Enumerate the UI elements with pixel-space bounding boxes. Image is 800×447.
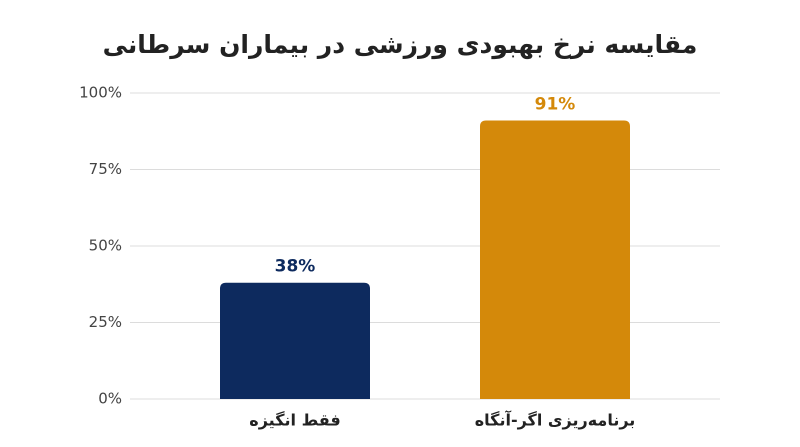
y-tick-label: 0% <box>98 390 122 408</box>
x-tick-label: برنامه‌ریزی اگر-آنگاه <box>475 410 636 430</box>
value-label: 38% <box>275 257 316 277</box>
y-tick-label: 25% <box>89 313 122 331</box>
y-tick-label: 100% <box>79 84 122 102</box>
bar <box>480 120 630 399</box>
y-tick-label: 75% <box>89 160 122 178</box>
chart-title: مقایسه نرخ بهبودی ورزشی در بیماران سرطان… <box>103 30 698 60</box>
y-tick-label: 50% <box>89 237 122 255</box>
value-label: 91% <box>535 95 576 115</box>
x-tick-label: فقط انگیزه <box>249 411 340 430</box>
bar <box>220 282 370 399</box>
